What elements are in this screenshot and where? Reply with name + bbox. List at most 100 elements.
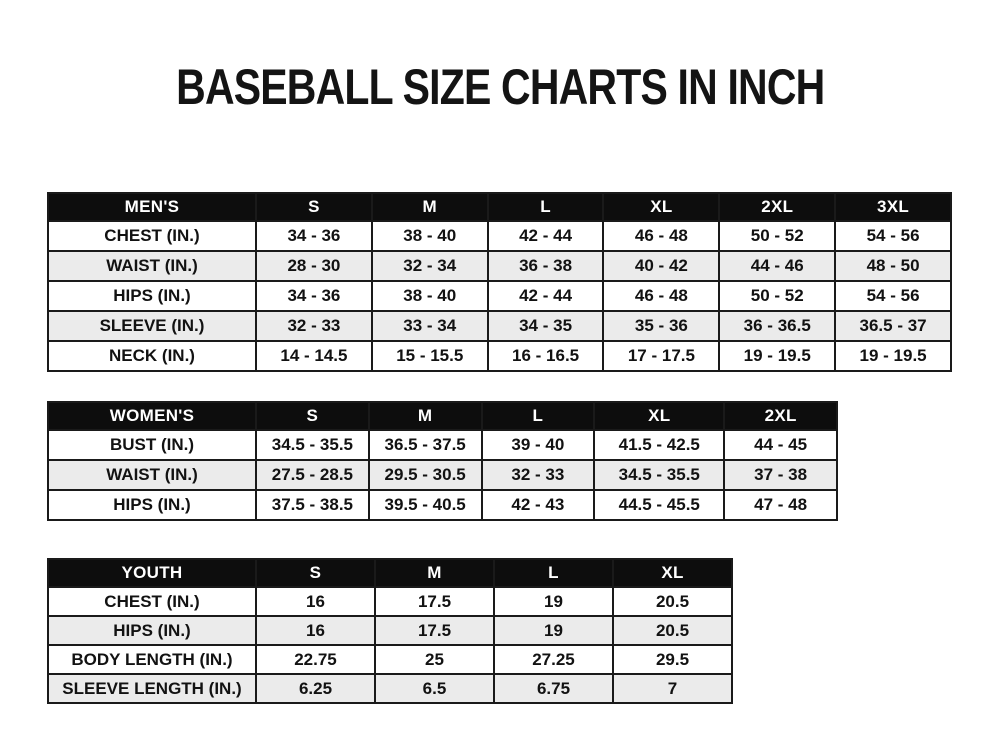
size-cell: 41.5 - 42.5 [593, 429, 726, 461]
table-row: CHEST (IN.) 16 17.5 19 20.5 [47, 586, 733, 617]
size-cell: 42 - 44 [486, 220, 605, 252]
size-cell: 27.5 - 28.5 [255, 459, 370, 491]
size-cell: 15 - 15.5 [370, 340, 489, 372]
column-header: 3XL [834, 192, 952, 222]
row-label: SLEEVE LENGTH (IN.) [47, 673, 257, 704]
size-cell: 54 - 56 [834, 220, 952, 252]
youth-header-row: YOUTH S M L XL [47, 558, 733, 588]
table-row: BODY LENGTH (IN.) 22.75 25 27.25 29.5 [47, 644, 733, 675]
column-header: 2XL [718, 192, 837, 222]
size-cell: 20.5 [612, 586, 733, 617]
size-cell: 29.5 - 30.5 [367, 459, 483, 491]
size-cell: 46 - 48 [602, 280, 721, 312]
size-cell: 7 [612, 673, 733, 704]
size-cell: 54 - 56 [834, 280, 952, 312]
size-cell: 19 [493, 586, 614, 617]
size-cell: 39 - 40 [480, 429, 596, 461]
size-cell: 6.25 [255, 673, 376, 704]
table-row: HIPS (IN.) 37.5 - 38.5 39.5 - 40.5 42 - 43 4… [47, 489, 838, 521]
size-cell: 16 [255, 586, 376, 617]
size-cell: 19 - 19.5 [834, 340, 952, 372]
size-cell: 20.5 [612, 615, 733, 646]
size-cell: 37.5 - 38.5 [255, 489, 370, 521]
size-cell: 38 - 40 [370, 220, 489, 252]
size-cell: 32 - 33 [255, 310, 373, 342]
womens-header-row: WOMEN'S S M L XL 2XL [47, 401, 838, 431]
table-row: CHEST (IN.) 34 - 36 38 - 40 42 - 44 46 - 48 5… [47, 220, 952, 252]
size-cell: 19 - 19.5 [718, 340, 837, 372]
size-cell: 42 - 44 [486, 280, 605, 312]
column-header: S [255, 401, 370, 431]
size-cell: 22.75 [255, 644, 376, 675]
size-cell: 16 [255, 615, 376, 646]
row-label: HIPS (IN.) [47, 615, 257, 646]
size-cell: 6.75 [493, 673, 614, 704]
column-header: M [370, 192, 489, 222]
size-cell: 44 - 45 [723, 429, 838, 461]
size-cell: 6.5 [374, 673, 495, 704]
size-cell: 17 - 17.5 [602, 340, 721, 372]
size-cell: 47 - 48 [723, 489, 838, 521]
size-cell: 33 - 34 [370, 310, 489, 342]
mens-table-title: MEN'S [47, 192, 257, 222]
column-header: XL [593, 401, 726, 431]
column-header: M [367, 401, 483, 431]
table-row: HIPS (IN.) 34 - 36 38 - 40 42 - 44 46 - 48 50… [47, 280, 952, 312]
size-cell: 17.5 [374, 586, 495, 617]
size-cell: 37 - 38 [723, 459, 838, 491]
mens-size-table-section: MEN'S S M L XL 2XL 3XL CHEST (IN.) 34 - 36 38 - 4… [47, 192, 952, 372]
row-label: HIPS (IN.) [47, 489, 257, 521]
column-header: S [255, 192, 373, 222]
size-cell: 34.5 - 35.5 [593, 459, 726, 491]
womens-size-table: WOMEN'S S M L XL 2XL BUST (IN.) 34.5 - 35.5 36.5… [47, 401, 838, 521]
size-cell: 36.5 - 37.5 [367, 429, 483, 461]
size-cell: 44.5 - 45.5 [593, 489, 726, 521]
mens-size-table: MEN'S S M L XL 2XL 3XL CHEST (IN.) 34 - 36 38 - 4… [47, 192, 952, 372]
column-header: S [255, 558, 376, 588]
size-cell: 48 - 50 [834, 250, 952, 282]
size-cell: 34.5 - 35.5 [255, 429, 370, 461]
row-label: NECK (IN.) [47, 340, 257, 372]
column-header: XL [612, 558, 733, 588]
womens-table-title: WOMEN'S [47, 401, 257, 431]
size-cell: 36.5 - 37 [834, 310, 952, 342]
size-cell: 19 [493, 615, 614, 646]
title-wrap: BASEBALL SIZE CHARTS IN INCH [0, 60, 1000, 115]
row-label: SLEEVE (IN.) [47, 310, 257, 342]
size-cell: 36 - 38 [486, 250, 605, 282]
size-cell: 32 - 33 [480, 459, 596, 491]
row-label: CHEST (IN.) [47, 220, 257, 252]
table-row: HIPS (IN.) 16 17.5 19 20.5 [47, 615, 733, 646]
table-row: SLEEVE LENGTH (IN.) 6.25 6.5 6.75 7 [47, 673, 733, 704]
table-row: SLEEVE (IN.) 32 - 33 33 - 34 34 - 35 35 - 36… [47, 310, 952, 342]
column-header: L [486, 192, 605, 222]
womens-size-table-section: WOMEN'S S M L XL 2XL BUST (IN.) 34.5 - 35.5 36.5… [47, 401, 838, 521]
row-label: BODY LENGTH (IN.) [47, 644, 257, 675]
row-label: WAIST (IN.) [47, 250, 257, 282]
size-cell: 28 - 30 [255, 250, 373, 282]
size-cell: 35 - 36 [602, 310, 721, 342]
table-row: NECK (IN.) 14 - 14.5 15 - 15.5 16 - 16.5 17 … [47, 340, 952, 372]
size-cell: 32 - 34 [370, 250, 489, 282]
row-label: BUST (IN.) [47, 429, 257, 461]
column-header: L [493, 558, 614, 588]
size-cell: 50 - 52 [718, 280, 837, 312]
youth-table-title: YOUTH [47, 558, 257, 588]
size-cell: 39.5 - 40.5 [367, 489, 483, 521]
table-row: WAIST (IN.) 27.5 - 28.5 29.5 - 30.5 32 - 33… [47, 459, 838, 491]
column-header: L [480, 401, 596, 431]
mens-header-row: MEN'S S M L XL 2XL 3XL [47, 192, 952, 222]
size-cell: 34 - 36 [255, 220, 373, 252]
youth-size-table-section: YOUTH S M L XL CHEST (IN.) 16 17.5 19 20.5 HIPS (I… [47, 558, 733, 704]
row-label: HIPS (IN.) [47, 280, 257, 312]
youth-size-table: YOUTH S M L XL CHEST (IN.) 16 17.5 19 20.5 HIPS (I… [47, 558, 733, 704]
size-cell: 42 - 43 [480, 489, 596, 521]
size-cell: 16 - 16.5 [486, 340, 605, 372]
size-cell: 46 - 48 [602, 220, 721, 252]
size-cell: 14 - 14.5 [255, 340, 373, 372]
column-header: 2XL [723, 401, 838, 431]
size-cell: 44 - 46 [718, 250, 837, 282]
column-header: M [374, 558, 495, 588]
size-cell: 36 - 36.5 [718, 310, 837, 342]
